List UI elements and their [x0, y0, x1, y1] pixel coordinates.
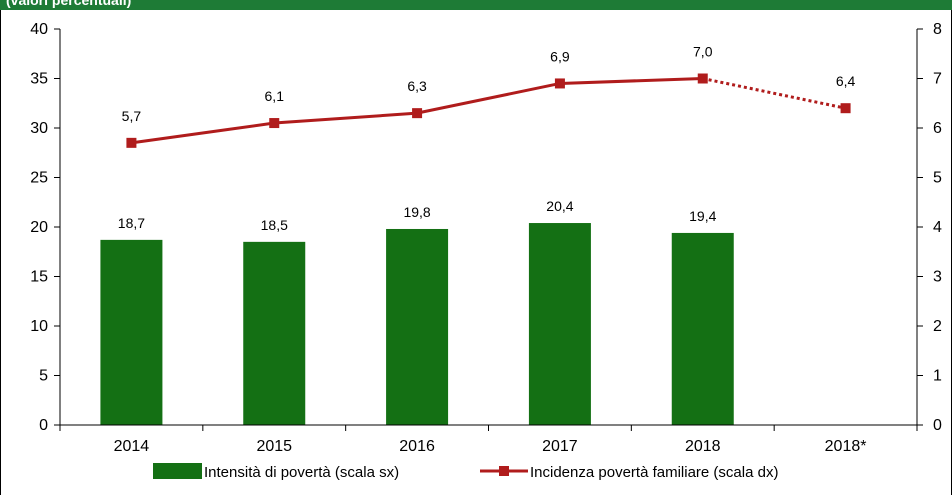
legend-line-label: Incidenza povertà familiare (scala dx) — [530, 464, 778, 481]
line-marker — [697, 73, 708, 84]
y-right-tick-label: 6 — [933, 120, 942, 137]
line-marker — [412, 108, 423, 119]
x-tick-label: 2014 — [114, 438, 150, 455]
line-data-label: 6,4 — [836, 73, 856, 89]
x-tick-label: 2015 — [256, 438, 292, 455]
x-tick-label: 2018 — [685, 438, 721, 455]
y-left-tick-label: 30 — [30, 120, 48, 137]
plot-area: 0 5 10 15 20 25 30 35 40 0 1 2 3 4 5 6 7 8 2014 2015 2016 201… — [30, 21, 942, 455]
bar-data-label: 18,5 — [261, 217, 288, 233]
y-right-tick-label: 2 — [933, 318, 942, 335]
y-right-tick-label: 4 — [933, 219, 942, 236]
y-left-tick-label: 0 — [39, 417, 48, 434]
line-data-label: 6,1 — [265, 88, 285, 104]
line-data-label: 6,9 — [550, 48, 570, 64]
bar-intensita — [243, 241, 306, 425]
y-left-tick-label: 5 — [39, 368, 48, 385]
y-right-tick-label: 8 — [933, 21, 942, 38]
line-data-label: 6,3 — [407, 78, 427, 94]
bar-data-label: 20,4 — [546, 198, 573, 214]
y-left-tick-label: 25 — [30, 170, 48, 187]
bar-data-label: 19,4 — [689, 208, 716, 224]
legend-line-marker — [499, 466, 509, 476]
x-tick-label: 2017 — [542, 438, 578, 455]
line-marker — [126, 137, 137, 148]
y-right-tick-label: 7 — [933, 71, 942, 88]
y-right-tick-label: 0 — [933, 417, 942, 434]
line-marker — [269, 118, 280, 129]
line-data-label: 5,7 — [122, 108, 142, 124]
line-incidenza-estimate — [702, 77, 846, 110]
line-marker — [554, 78, 565, 89]
chart-header-title: (valori percentuali) — [6, 0, 132, 8]
legend-bar-swatch — [153, 463, 202, 479]
x-tick-label: 2016 — [399, 438, 435, 455]
y-left-tick-label: 40 — [30, 21, 48, 38]
y-right-tick-label: 3 — [933, 269, 942, 286]
bar-intensita — [386, 228, 449, 425]
legend: Intensità di povertà (scala sx) Incidenza… — [153, 463, 778, 481]
line-data-label: 7,0 — [693, 44, 713, 60]
y-left-tick-label: 35 — [30, 71, 48, 88]
bar-intensita — [528, 223, 591, 425]
bar-data-label: 19,8 — [403, 204, 430, 220]
bar-intensita — [100, 239, 163, 425]
legend-bar-label: Intensità di povertà (scala sx) — [204, 464, 399, 481]
chart-header-strip: (valori percentuali) — [0, 0, 952, 10]
y-left-tick-label: 10 — [30, 318, 48, 335]
y-left-tick-label: 20 — [30, 219, 48, 236]
bar-data-label: 18,7 — [118, 215, 145, 231]
x-tick-label: 2018* — [825, 438, 867, 455]
line-marker — [840, 103, 851, 114]
bar-intensita — [671, 232, 734, 425]
y-right-tick-label: 1 — [933, 368, 942, 385]
y-left-tick-label: 15 — [30, 269, 48, 286]
y-right-tick-label: 5 — [933, 170, 942, 187]
